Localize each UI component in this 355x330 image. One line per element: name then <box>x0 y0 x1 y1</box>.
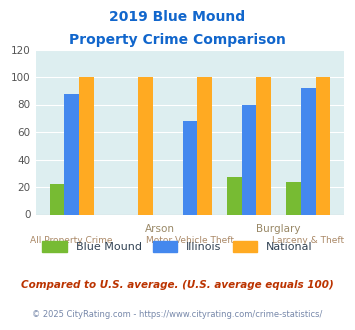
Bar <box>64 93 79 214</box>
Bar <box>50 184 64 214</box>
Bar <box>79 77 94 214</box>
Text: Compared to U.S. average. (U.S. average equals 100): Compared to U.S. average. (U.S. average … <box>21 280 334 290</box>
Bar <box>286 182 301 215</box>
Bar <box>256 77 271 214</box>
Bar <box>301 88 316 214</box>
Text: © 2025 CityRating.com - https://www.cityrating.com/crime-statistics/: © 2025 CityRating.com - https://www.city… <box>32 310 323 319</box>
Text: 2019 Blue Mound: 2019 Blue Mound <box>109 10 246 24</box>
Bar <box>227 178 242 214</box>
Text: Larceny & Theft: Larceny & Theft <box>272 236 344 245</box>
Bar <box>242 105 256 214</box>
Text: Motor Vehicle Theft: Motor Vehicle Theft <box>146 236 234 245</box>
Bar <box>138 77 153 214</box>
Bar <box>182 121 197 214</box>
Bar <box>197 77 212 214</box>
Text: Burglary: Burglary <box>256 224 301 234</box>
Legend: Blue Mound, Illinois, National: Blue Mound, Illinois, National <box>38 237 317 256</box>
Text: Property Crime Comparison: Property Crime Comparison <box>69 33 286 47</box>
Text: Arson: Arson <box>145 224 175 234</box>
Text: All Property Crime: All Property Crime <box>31 236 113 245</box>
Bar <box>316 77 330 214</box>
